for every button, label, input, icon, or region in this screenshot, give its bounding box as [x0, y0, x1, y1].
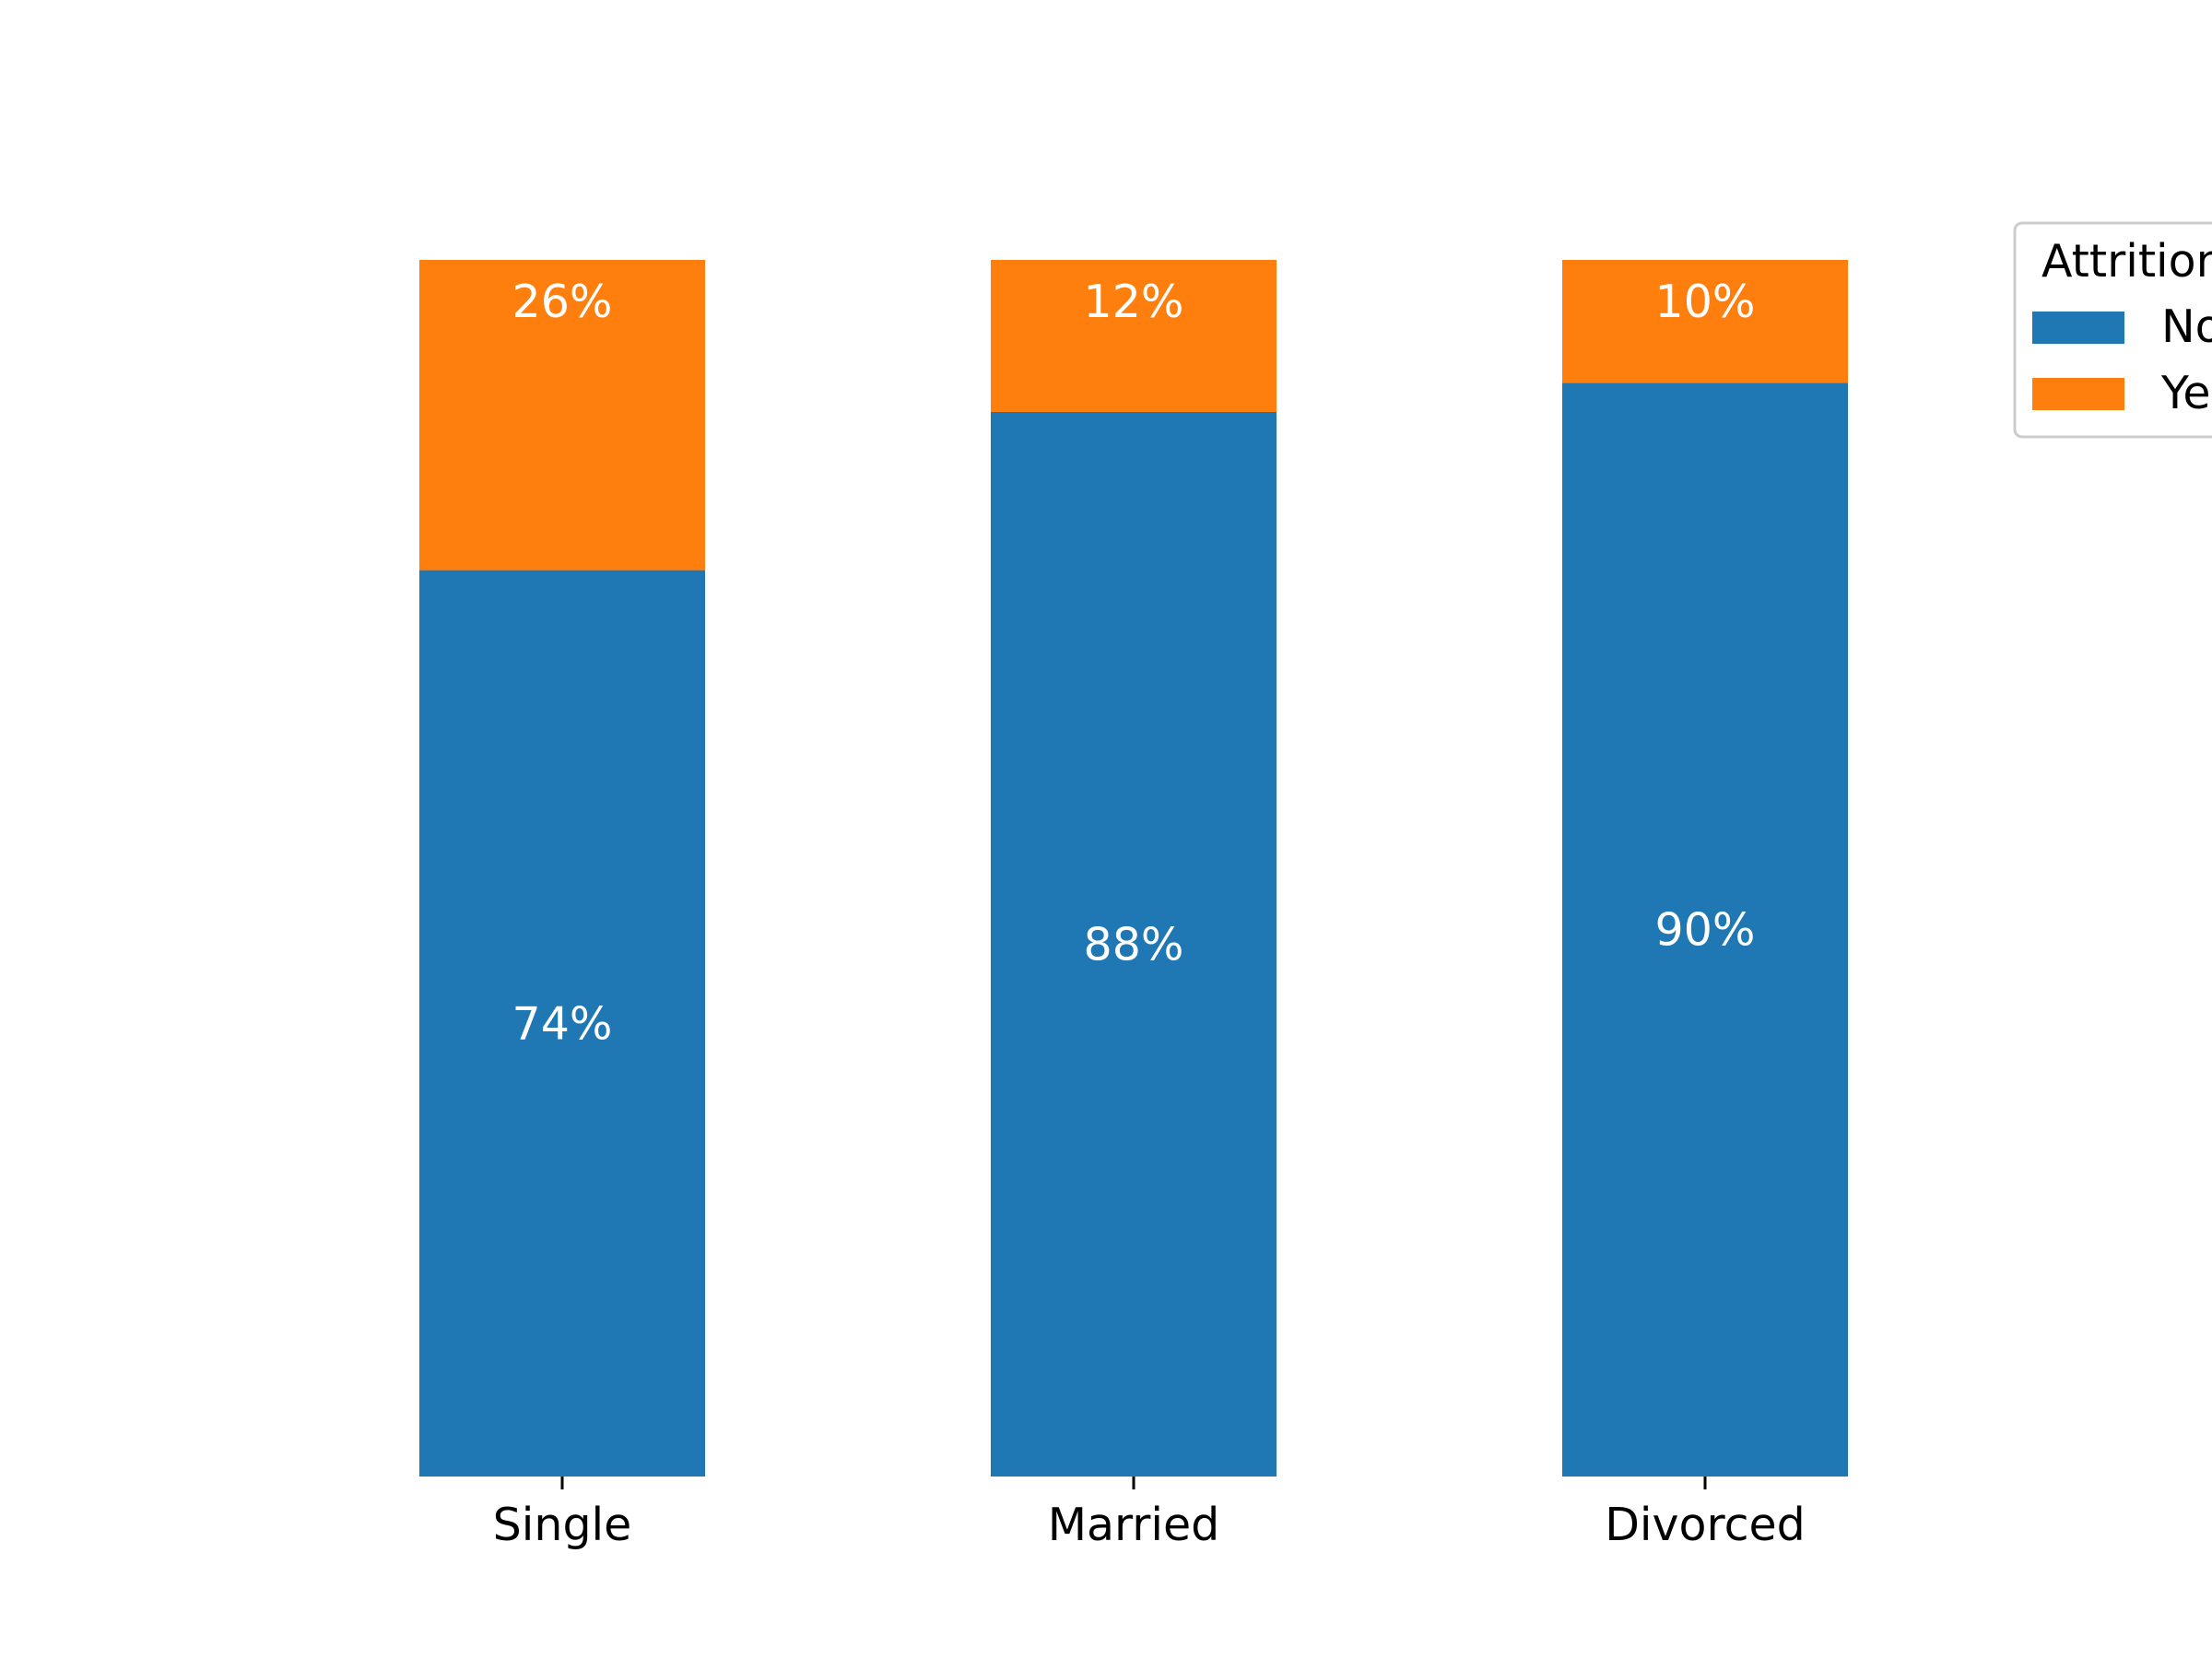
x-axis: Single Married Divorced — [493, 1477, 1806, 1551]
x-tick-label-divorced: Divorced — [1605, 1499, 1806, 1551]
data-label-single-no: 74% — [512, 997, 613, 1050]
data-label-married-no: 88% — [1084, 919, 1184, 971]
bar-divorced-no — [1562, 382, 1848, 1477]
legend-swatch-no — [2032, 312, 2124, 344]
legend: Attrition No Yes — [2013, 221, 2212, 439]
bar-married-yes — [991, 260, 1277, 412]
bar-married-no — [991, 412, 1277, 1477]
bar-divorced-yes — [1562, 260, 1848, 383]
data-label-divorced-no: 90% — [1655, 904, 1756, 957]
bar-single-yes — [419, 260, 705, 571]
data-label-divorced-yes: 10% — [1655, 276, 1756, 328]
legend-label-no: No — [2161, 300, 2212, 353]
x-tick-label-single: Single — [493, 1499, 632, 1551]
legend-swatch-yes — [2032, 378, 2124, 410]
bar-single-no — [419, 570, 705, 1477]
data-label-single-yes: 26% — [512, 276, 613, 328]
data-label-married-yes: 12% — [1084, 276, 1184, 328]
legend-label-yes: Yes — [2160, 367, 2212, 419]
bars-layer — [419, 260, 1848, 1477]
bar-labels-layer: 74% 26% 88% 12% 90% 10% — [512, 276, 1756, 1050]
legend-title: Attrition — [2041, 235, 2212, 288]
x-tick-label-married: Married — [1048, 1499, 1220, 1551]
